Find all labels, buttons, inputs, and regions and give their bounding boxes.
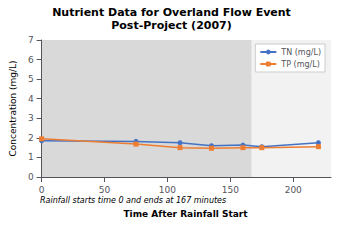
svg-text:7: 7 bbox=[28, 35, 34, 45]
svg-text:0: 0 bbox=[28, 172, 34, 182]
svg-text:2: 2 bbox=[28, 133, 34, 143]
svg-text:Concentration (mg/L): Concentration (mg/L) bbox=[8, 60, 18, 156]
svg-text:3: 3 bbox=[28, 113, 34, 123]
svg-text:TP (mg/L): TP (mg/L) bbox=[280, 60, 320, 69]
svg-text:Rainfall starts time 0 and end: Rainfall starts time 0 and ends at 167 m… bbox=[40, 196, 226, 205]
svg-text:1: 1 bbox=[28, 152, 34, 162]
svg-text:150: 150 bbox=[222, 185, 239, 195]
svg-text:100: 100 bbox=[159, 185, 176, 195]
svg-text:Nutrient Data for Overland Flo: Nutrient Data for Overland Flow Event bbox=[52, 6, 291, 19]
svg-text:4: 4 bbox=[28, 94, 34, 104]
svg-text:Post-Project (2007): Post-Project (2007) bbox=[111, 19, 232, 32]
svg-text:Time After Rainfall Start: Time After Rainfall Start bbox=[123, 209, 248, 219]
svg-text:0: 0 bbox=[39, 185, 45, 195]
svg-text:5: 5 bbox=[28, 74, 34, 84]
svg-text:TN (mg/L): TN (mg/L) bbox=[280, 48, 321, 57]
svg-text:50: 50 bbox=[99, 185, 111, 195]
svg-text:200: 200 bbox=[285, 185, 302, 195]
svg-text:6: 6 bbox=[28, 55, 34, 65]
